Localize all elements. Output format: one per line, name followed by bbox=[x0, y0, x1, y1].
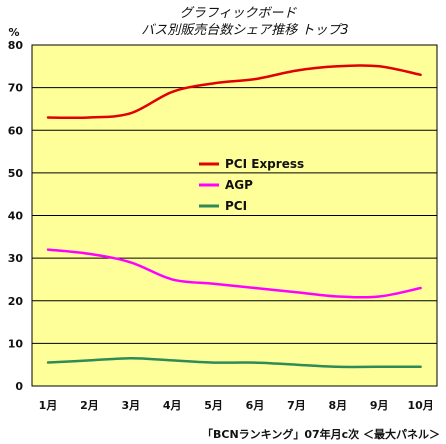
y-tick-label: 50 bbox=[8, 167, 24, 180]
x-axis-ticks: 1月 2月 3月 4月 5月 6月 7月 8月 9月 10月 bbox=[39, 399, 434, 412]
y-tick-label: 0 bbox=[15, 380, 23, 393]
series-line-2 bbox=[46, 357, 422, 369]
series-lines bbox=[46, 64, 422, 369]
y-axis-unit: % bbox=[8, 26, 19, 39]
y-tick-label: 80 bbox=[8, 39, 24, 52]
x-tick-label: 6月 bbox=[246, 399, 265, 412]
chart-subtitle: バス別販売台数シェア推移 トップ3 bbox=[141, 23, 348, 38]
x-tick-label: 5月 bbox=[204, 399, 223, 412]
x-tick-label: 3月 bbox=[121, 399, 140, 412]
x-tick-label: 4月 bbox=[163, 399, 182, 412]
legend: PCI Express AGP PCI bbox=[199, 157, 304, 213]
y-tick-label: 30 bbox=[8, 252, 24, 265]
y-tick-label: 40 bbox=[8, 210, 24, 223]
legend-label: AGP bbox=[225, 178, 253, 192]
x-tick-label: 8月 bbox=[328, 399, 347, 412]
legend-label: PCI bbox=[225, 199, 247, 213]
x-tick-label: 9月 bbox=[370, 399, 389, 412]
grid-lines bbox=[32, 87, 437, 344]
y-tick-label: 10 bbox=[8, 337, 24, 350]
x-tick-label: 2月 bbox=[80, 399, 99, 412]
chart-title: グラフィックボード bbox=[180, 6, 298, 21]
series-line-1 bbox=[46, 248, 422, 299]
series-line-0 bbox=[46, 64, 422, 120]
y-tick-label: 70 bbox=[8, 82, 24, 95]
source-note: 「BCNランキング」07年月c次 ＜最大パネル＞ bbox=[202, 427, 440, 441]
y-axis-ticks: 0 10 20 30 40 50 60 70 80 bbox=[8, 39, 24, 393]
y-tick-label: 20 bbox=[8, 295, 24, 308]
x-tick-label: 7月 bbox=[287, 399, 306, 412]
x-tick-label: 1月 bbox=[39, 399, 58, 412]
legend-label: PCI Express bbox=[225, 157, 304, 171]
y-tick-label: 60 bbox=[8, 124, 24, 137]
x-tick-label: 10月 bbox=[407, 399, 433, 412]
